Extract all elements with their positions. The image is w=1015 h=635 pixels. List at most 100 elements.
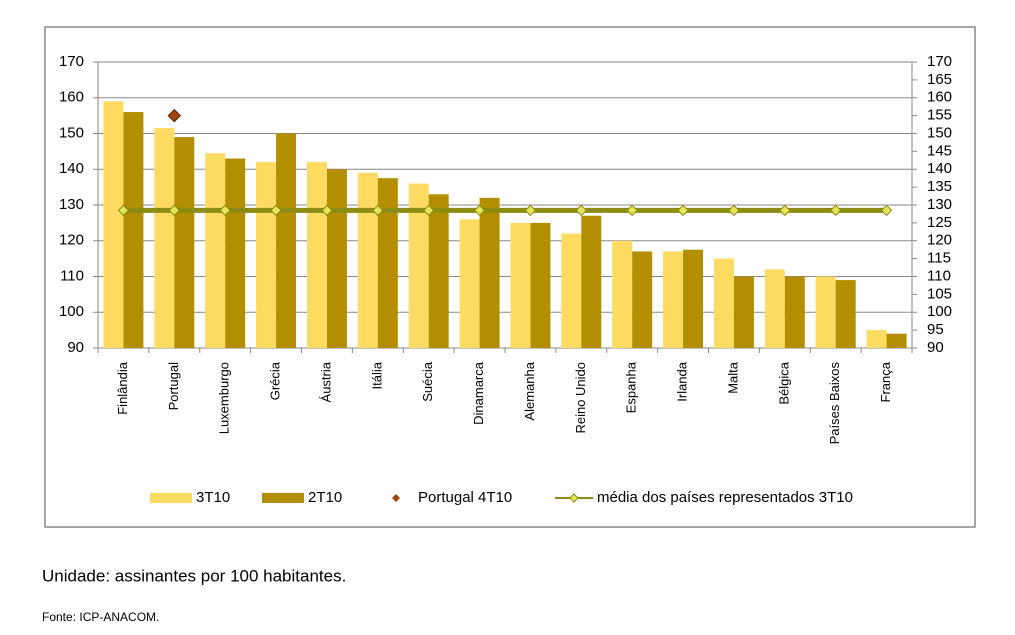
bar <box>866 330 887 348</box>
y-tick-label: 150 <box>59 124 84 141</box>
bar <box>459 219 480 348</box>
average-marker <box>575 204 588 217</box>
bar <box>683 249 704 348</box>
y-tick-label: 140 <box>59 160 84 177</box>
x-tick-label: França <box>878 361 893 402</box>
bar <box>612 240 633 348</box>
x-tick-label: Luxemburgo <box>217 362 232 434</box>
legend-label: 2T10 <box>308 489 342 506</box>
bar <box>632 251 653 348</box>
unit-note: Unidade: assinantes por 100 habitantes. <box>42 566 346 585</box>
y-tick-label: 90 <box>67 339 84 356</box>
y-tick-label: 120 <box>59 232 84 249</box>
legend-label: média dos países representados 3T10 <box>597 489 853 506</box>
average-marker <box>728 204 740 217</box>
y2-tick-label: 95 <box>927 321 944 338</box>
legend-swatch <box>262 493 304 503</box>
y2-tick-label: 90 <box>927 339 944 356</box>
point-marker <box>167 108 182 123</box>
y-tick-label: 170 <box>59 53 84 70</box>
bar <box>784 276 805 348</box>
x-tick-label: Dinamarca <box>471 361 486 425</box>
y-tick-label: 100 <box>59 303 84 320</box>
x-tick-label: Itália <box>369 361 384 389</box>
y2-tick-label: 155 <box>927 107 952 124</box>
bar <box>103 101 124 348</box>
bar <box>377 178 398 348</box>
average-marker <box>829 204 842 217</box>
bar <box>530 222 551 348</box>
y2-tick-label: 110 <box>927 267 951 284</box>
y2-tick-label: 145 <box>927 142 952 159</box>
average-marker <box>372 204 384 217</box>
bar <box>479 197 500 348</box>
bar <box>276 133 297 348</box>
x-tick-label: Bélgica <box>776 361 791 404</box>
y-tick-label: 110 <box>60 267 84 284</box>
bar <box>835 280 856 348</box>
x-tick-label: Áustria <box>318 361 333 402</box>
x-tick-label: Países Baixos <box>827 362 842 445</box>
average-marker <box>626 204 638 217</box>
x-tick-label: Portugal <box>166 362 181 411</box>
y2-tick-label: 135 <box>927 178 952 195</box>
y2-tick-label: 120 <box>927 232 952 249</box>
y2-tick-label: 100 <box>927 303 952 320</box>
source-note: Fonte: ICP-ANACOM. <box>42 610 159 624</box>
bar <box>326 169 347 348</box>
bar <box>733 276 754 348</box>
bar <box>581 215 602 348</box>
average-marker <box>219 204 231 217</box>
x-tick-label: Finlândia <box>115 361 130 415</box>
x-tick-label: Suécia <box>420 361 435 402</box>
y2-tick-label: 105 <box>927 285 952 302</box>
x-tick-label: Malta <box>725 361 740 394</box>
bar <box>561 233 582 348</box>
bar <box>256 162 277 348</box>
bar <box>225 158 246 348</box>
x-tick-label: Irlanda <box>675 361 690 402</box>
bar <box>764 269 785 348</box>
average-marker <box>321 204 333 217</box>
bar <box>428 194 449 348</box>
y2-tick-label: 165 <box>927 71 952 88</box>
legend-label: Portugal 4T10 <box>418 489 512 506</box>
average-marker <box>168 204 181 217</box>
average-marker <box>880 204 893 217</box>
bar <box>357 172 378 348</box>
y-tick-label: 130 <box>59 196 84 213</box>
average-marker <box>524 204 537 217</box>
legend-swatch <box>150 493 192 503</box>
bar <box>306 162 327 348</box>
average-marker <box>473 204 486 217</box>
x-tick-label: Espanha <box>624 361 639 413</box>
bar <box>510 222 531 348</box>
bar <box>123 112 144 348</box>
bar <box>154 128 175 348</box>
bar <box>174 137 195 348</box>
x-tick-label: Grécia <box>268 361 283 400</box>
bar <box>886 333 907 348</box>
legend-label: 3T10 <box>196 489 230 506</box>
y2-tick-label: 150 <box>927 124 952 141</box>
average-marker <box>422 204 435 217</box>
average-marker <box>117 204 130 217</box>
y2-tick-label: 160 <box>927 89 952 106</box>
y2-tick-label: 170 <box>927 53 952 70</box>
bar <box>663 251 684 348</box>
bar <box>408 183 429 348</box>
average-marker <box>270 204 282 217</box>
legend-swatch <box>569 493 579 503</box>
bar <box>205 153 226 348</box>
y2-tick-label: 140 <box>927 160 952 177</box>
average-marker <box>677 204 689 217</box>
x-tick-label: Reino Unido <box>573 362 588 434</box>
legend-swatch <box>392 494 400 502</box>
y-tick-label: 160 <box>59 89 84 106</box>
y2-tick-label: 125 <box>927 214 952 231</box>
bar <box>815 276 836 348</box>
y2-tick-label: 130 <box>927 196 952 213</box>
x-tick-label: Alemanha <box>522 361 537 420</box>
average-marker <box>779 204 791 217</box>
